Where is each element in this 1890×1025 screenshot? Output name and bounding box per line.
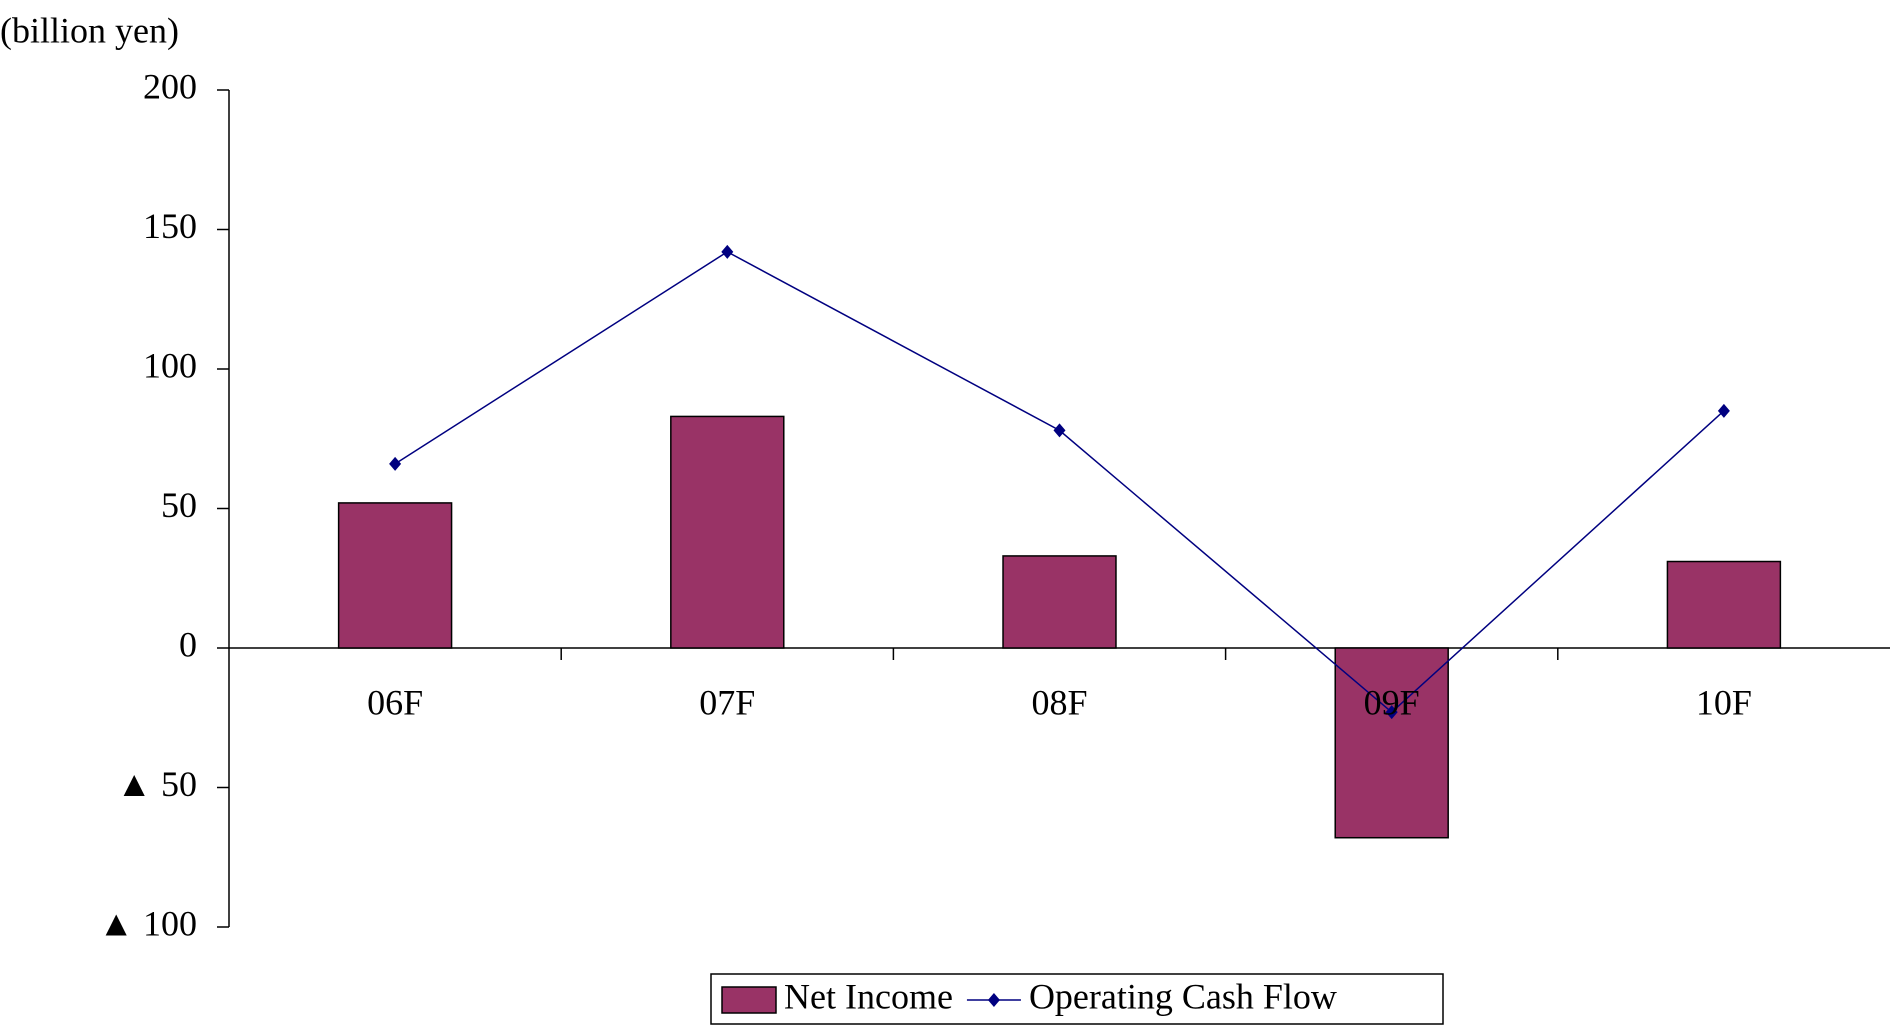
legend-swatch <box>721 986 777 1014</box>
bar <box>670 415 785 649</box>
x-tick-label: 09F <box>1364 682 1420 722</box>
marker <box>1385 705 1398 720</box>
marker <box>389 456 402 471</box>
legend-marker <box>987 993 1000 1007</box>
marker <box>721 244 734 259</box>
y-tick-label: 150 <box>143 206 197 246</box>
marker <box>1717 403 1730 418</box>
x-tick-label: 06F <box>367 682 423 722</box>
bar <box>1666 560 1782 649</box>
y-tick-label: 100 <box>143 345 197 385</box>
x-tick-label: 07F <box>699 682 755 722</box>
y-tick-label: 200 <box>143 66 197 106</box>
x-tick-label: 10F <box>1696 682 1752 722</box>
legend-label: Operating Cash Flow <box>1029 976 1337 1016</box>
legend-label: Net Income <box>784 976 953 1016</box>
x-tick-label: 08F <box>1031 682 1087 722</box>
y-tick-label: ▲ 50 <box>116 764 197 804</box>
bar <box>337 502 453 649</box>
y-tick-label: 50 <box>161 485 197 525</box>
bar <box>1002 555 1117 649</box>
legend-box <box>710 973 1444 1025</box>
y-axis-label: (billion yen) <box>0 10 179 50</box>
y-tick-label: ▲ 100 <box>98 903 197 943</box>
marker <box>1053 423 1066 438</box>
y-tick-label: 0 <box>179 624 197 664</box>
